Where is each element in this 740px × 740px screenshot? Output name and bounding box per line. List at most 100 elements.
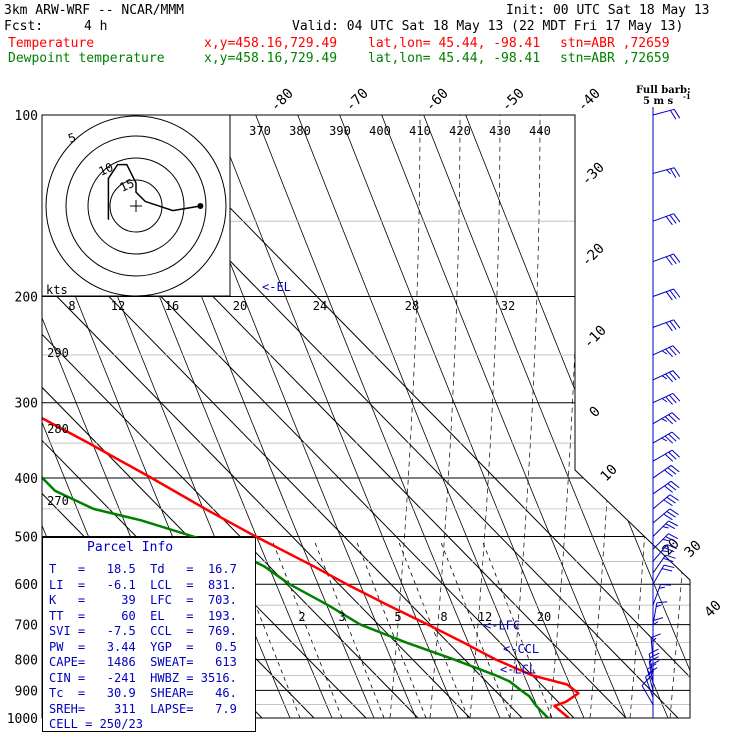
hodograph-speed-label: 24 — [313, 299, 327, 313]
theta-label: 270 — [47, 494, 69, 508]
moist-adiabat — [389, 115, 421, 718]
wind-barb — [652, 584, 671, 606]
wind-barb-flag — [666, 496, 676, 504]
wind-barb-flag — [656, 601, 668, 604]
theta-label: 280 — [47, 422, 69, 436]
dewpoint-latlon: lat,lon= 45.44, -98.41 — [368, 51, 541, 66]
wind-barb-flag — [664, 453, 674, 462]
wind-barb-flag — [648, 648, 659, 655]
el-marker: <-EL — [262, 280, 291, 294]
wind-barb-flag — [661, 398, 668, 403]
wind-barb-flag — [671, 449, 680, 458]
wind-barb-staff — [652, 564, 665, 585]
mixing-ratio-label: 3 — [338, 610, 345, 624]
hodograph-speed-label: 28 — [405, 299, 419, 313]
wind-barb-flag — [661, 437, 668, 442]
isotherm-line — [138, 115, 690, 718]
wind-barb-flag — [647, 663, 657, 670]
moist-adiabat — [629, 115, 661, 718]
wind-barb — [652, 370, 681, 383]
theta-e-label: 370 — [249, 124, 271, 138]
isotherm-line — [42, 115, 367, 718]
parcel-info-row: CIN = -241 HWBZ = 3516. — [49, 670, 237, 685]
wind-barb-flag — [651, 637, 657, 643]
hodograph-ring-label: 15 — [118, 176, 137, 195]
wind-barb — [652, 494, 679, 510]
wind-barb-flag — [668, 371, 677, 381]
wind-barb-flag — [664, 547, 675, 553]
wind-barb-flag — [661, 550, 668, 553]
forecast-label: Fcst: — [4, 19, 44, 34]
hodograph-trace — [107, 163, 201, 220]
wind-barb-flag — [668, 520, 678, 527]
mixing-ratio-label: 5 — [394, 610, 401, 624]
pressure-label: 500 — [15, 530, 38, 545]
dewpoint-xy: x,y=458.16,729.49 — [204, 51, 338, 66]
wind-barb-flag — [663, 513, 673, 521]
pressure-label: 700 — [15, 619, 38, 634]
wind-barb-flag — [669, 494, 679, 501]
hodograph-ring — [109, 179, 163, 233]
dry-adiabat — [323, 115, 585, 718]
parcel-info-row: CAPE= 1486 SWEAT= 613 — [49, 655, 237, 669]
isotherm-label-right: 40 — [702, 598, 725, 621]
pressure-label: 200 — [15, 291, 38, 306]
dry-adiabat — [197, 115, 459, 718]
hodograph-ring — [87, 157, 185, 255]
wind-barb-flag — [663, 499, 673, 507]
wind-barb-staff — [652, 465, 672, 479]
temperature-profile — [42, 115, 580, 718]
wind-barb-flag — [670, 480, 680, 489]
hodograph-ring — [65, 135, 207, 277]
wind-barb-flag — [652, 617, 664, 622]
wind-barb — [652, 108, 681, 120]
wind-barb — [652, 617, 664, 643]
wind-barb-flag — [665, 322, 673, 332]
wind-barb — [652, 392, 681, 405]
isotherm-line — [42, 115, 419, 718]
mixing-ratio-label: 12 — [478, 610, 492, 624]
isotherm-label-top: -70 — [343, 86, 372, 115]
isotherm-label-right: -20 — [579, 241, 608, 270]
wind-barb-flag — [665, 536, 676, 542]
isotherm-label-right: 10 — [598, 462, 621, 485]
init-time: Init: 00 UTC Sat 18 May 13 — [506, 3, 710, 18]
lcl-marker: <-LCL — [500, 663, 536, 677]
pressure-label: 1000 — [7, 712, 38, 727]
theta-e-label: 400 — [369, 124, 391, 138]
wind-barb-flag — [665, 291, 673, 301]
lfc-marker: <-LFC — [484, 619, 520, 633]
wind-barb-flag — [668, 451, 677, 460]
mixing-ratio-label: 20 — [537, 610, 551, 624]
hodograph-speed-label: 20 — [233, 299, 247, 313]
wind-barb-flag — [665, 523, 676, 530]
wind-barb-flag — [668, 533, 678, 540]
wind-barb — [652, 412, 680, 425]
pressure-label: 600 — [15, 578, 38, 593]
wind-barb-flag — [669, 168, 677, 178]
isotherm-label-top: -60 — [423, 86, 452, 115]
parcel-info-panel: Parcel Info T = 18.5 Td = 16.7 LI = -6.1 … — [42, 537, 256, 732]
wind-barb-flag — [671, 412, 680, 421]
wind-barb-staff — [652, 602, 658, 625]
wind-barb-flag — [668, 394, 677, 404]
wind-barb — [652, 533, 678, 550]
wind-barb — [652, 167, 681, 178]
parcel-info-row: LI = -6.1 LCL = 831. — [49, 577, 237, 592]
isotherm-label-right: 30 — [682, 538, 705, 561]
wind-barb — [646, 663, 658, 691]
wind-barb — [652, 554, 676, 574]
wind-barb — [652, 544, 677, 562]
dry-adiabat — [281, 115, 543, 718]
wind-barb-flag — [665, 373, 674, 383]
wind-barb — [652, 288, 681, 301]
wind-barb-flag — [670, 465, 680, 473]
wind-barb-flag — [669, 214, 677, 224]
wind-barb-flag — [669, 255, 677, 265]
dewpoint-profile — [42, 115, 549, 718]
dry-adiabat — [407, 115, 669, 718]
wind-barb-flag — [669, 508, 679, 516]
parcel-info-row: SVI = -7.5 CCL = 769. — [49, 624, 237, 638]
wind-barb-staff — [652, 412, 673, 425]
wind-barb-flag — [661, 568, 673, 572]
